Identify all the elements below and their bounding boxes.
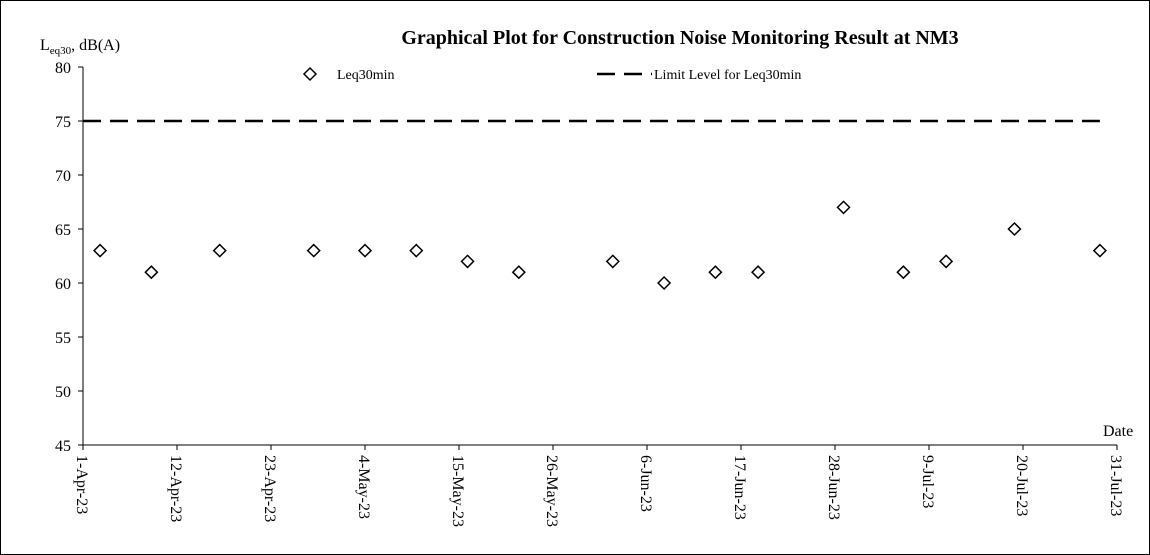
y-axis-label: Leq30, dB(A)	[40, 37, 120, 57]
x-tick-label: 23-Apr-23	[261, 455, 278, 522]
legend-marker	[302, 66, 318, 82]
x-tick-label: 1-Apr-23	[73, 455, 90, 514]
x-tick-label: 17-Jun-23	[731, 455, 748, 520]
chart-title: Graphical Plot for Construction Noise Mo…	[401, 27, 958, 49]
data-point	[460, 254, 475, 269]
legend-label: Limit Level for Leq30min	[654, 68, 801, 83]
x-tick-label: 26-May-23	[543, 455, 560, 527]
data-point	[1007, 221, 1022, 237]
data-point	[657, 275, 672, 291]
y-label-sub: eq30	[50, 45, 72, 57]
x-tick-label: 28-Jun-23	[825, 455, 842, 520]
data-point	[357, 243, 373, 258]
x-tick-label: 6-Jun-23	[637, 455, 654, 512]
data-point	[896, 265, 911, 280]
y-tick-label: 50	[55, 384, 71, 401]
y-tick-label: 60	[55, 276, 71, 293]
data-point	[93, 243, 108, 258]
y-tick-label: 75	[55, 114, 71, 131]
data-point	[306, 243, 321, 258]
data-point	[836, 200, 851, 215]
data-point	[409, 243, 424, 258]
y-tick-label: 45	[55, 438, 71, 455]
x-tick-label: 15-May-23	[449, 455, 466, 527]
data-point	[212, 243, 227, 258]
data-point	[708, 265, 723, 280]
x-tick-label: 20-Jul-23	[1013, 455, 1030, 516]
data-point	[939, 254, 954, 269]
y-tick-label: 70	[55, 168, 71, 185]
y-tick-label: 65	[55, 222, 71, 239]
x-tick-label: 4-May-23	[355, 455, 372, 519]
legend-label: Leq30min	[337, 68, 395, 83]
data-point	[1092, 243, 1107, 258]
data-point	[605, 254, 620, 269]
y-label-main: L	[40, 37, 50, 54]
data-point	[144, 265, 159, 280]
y-label-rest: , dB(A)	[71, 37, 120, 54]
x-axis-label: Date	[1103, 423, 1133, 440]
y-tick-label: 55	[55, 330, 71, 347]
x-tick-label: 12-Apr-23	[167, 455, 184, 522]
x-tick-label: 9-Jul-23	[919, 455, 936, 508]
x-tick-label: 31-Jul-23	[1107, 455, 1124, 516]
data-point	[511, 265, 526, 280]
y-tick-label: 80	[55, 60, 71, 77]
data-point	[751, 265, 766, 280]
